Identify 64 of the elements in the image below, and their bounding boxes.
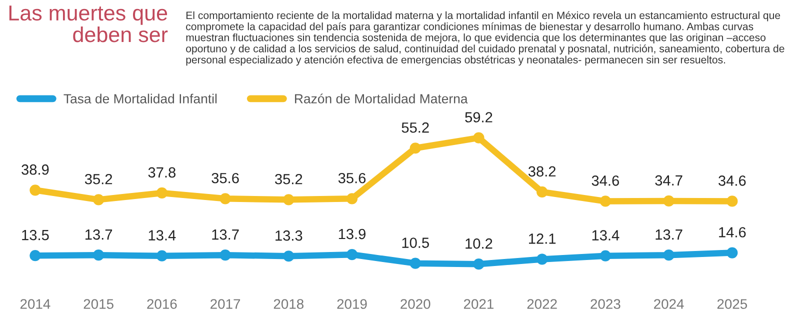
data-label: 55.2 [402, 122, 429, 133]
data-label: 13.9 [338, 228, 366, 240]
data-label: 13.4 [148, 230, 176, 240]
point [346, 193, 358, 204]
x-tick-label: 2019 [337, 299, 367, 309]
data-label: 37.8 [148, 167, 176, 178]
data-label: 35.6 [212, 172, 239, 184]
x-tick-label: 2020 [400, 299, 430, 309]
x-tick-label: 2023 [590, 299, 620, 309]
data-label: 12.1 [529, 234, 556, 244]
point [663, 195, 674, 207]
data-label: 34.6 [592, 176, 619, 186]
point [220, 193, 231, 204]
point [663, 250, 674, 261]
text: El comportamiento reciente de la mortalidad materna y la mortalidad infantil en México revela un estancamiento estructural que compromete la capacidad del país para garantizar condiciones mínimas de bienestar y desarrollo humano. Ambas curvas muestran fluctuaciones sin tendencia sostenida de mejora, lo que evidencia que los determinantes que las originan –acceso oportuno y de calidad a los servicios de salud, continuidad del cuidado prenatal y posnatal, nutrición, saneamiento, cobertura de personal especializado y atención efectiva de emergencias obstétricas y neonatales- permanecen sin ser resueltos. [186, 11, 784, 66]
point [93, 250, 104, 261]
point [283, 194, 294, 206]
point [600, 250, 611, 262]
point [93, 194, 104, 206]
x-tick-label: 2022 [527, 299, 557, 309]
point [283, 250, 294, 262]
x-tick-label: 2015 [84, 299, 114, 309]
legend-label: Razón de Mortalidad Materna [295, 94, 468, 104]
point [536, 186, 548, 198]
data-label: 34.6 [718, 176, 746, 186]
data-label: 35.2 [84, 174, 112, 184]
data-label: 38.9 [22, 164, 49, 175]
data-label: 10.5 [402, 238, 429, 248]
point [600, 196, 611, 207]
point [30, 184, 41, 196]
point [410, 258, 421, 269]
point [726, 247, 738, 258]
data-label: 13.7 [656, 229, 682, 240]
x-tick-label: 2024 [654, 299, 684, 309]
data-label: 13.5 [22, 230, 49, 240]
point [156, 250, 168, 262]
point [473, 132, 484, 144]
point [346, 249, 358, 260]
x-tick-label: 2014 [20, 299, 50, 309]
data-label: 35.2 [275, 174, 302, 184]
data-label: 10.2 [466, 238, 492, 249]
data-label: 59.2 [465, 112, 492, 122]
chart-title: Las muertes que deben ser [9, 6, 168, 42]
data-label: 14.6 [719, 227, 746, 238]
point [473, 258, 484, 270]
x-tick-label: 2016 [147, 299, 177, 309]
point [410, 142, 421, 154]
point [220, 250, 231, 261]
x-tick-label: 2017 [210, 299, 240, 309]
x-tick-label: 2018 [274, 299, 304, 309]
legend-label: Tasa de Mortalidad Infantil [64, 94, 217, 104]
x-tick-label: 2025 [717, 299, 748, 309]
point [156, 187, 168, 199]
point [536, 254, 548, 265]
point [726, 196, 738, 207]
point [30, 250, 41, 262]
data-label: 13.7 [212, 229, 239, 240]
data-label: 13.7 [85, 229, 112, 240]
data-label: 13.3 [276, 230, 302, 241]
data-label: 35.6 [338, 172, 366, 184]
data-label: 38.2 [528, 166, 556, 177]
x-tick-label: 2021 [464, 299, 494, 309]
data-label: 34.7 [655, 175, 682, 186]
data-label: 13.4 [592, 230, 620, 240]
